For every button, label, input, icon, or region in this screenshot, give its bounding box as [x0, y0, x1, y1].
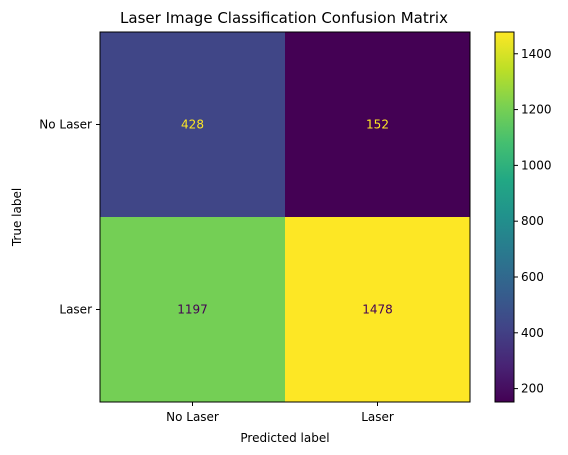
x-axis-label: Predicted label — [240, 431, 329, 445]
x-tick-label: Laser — [361, 410, 394, 424]
heatmap-cells: 428 152 1197 1478 — [100, 32, 470, 402]
heatmap-cell — [100, 217, 285, 402]
y-tick-label: Laser — [59, 303, 92, 317]
heatmap-cell — [285, 32, 470, 217]
colorbar-tick-label: 1200 — [521, 103, 552, 117]
colorbar-ticks: 200 400 600 800 1000 1200 1400 — [514, 47, 552, 396]
plot-frame — [99, 31, 471, 403]
colorbar-tick-label: 600 — [521, 270, 544, 284]
y-tick-label: No Laser — [39, 118, 92, 132]
cell-value-label: 1197 — [177, 303, 208, 317]
cell-value-label: 152 — [366, 118, 389, 132]
colorbar-tick-label: 400 — [521, 326, 544, 340]
heatmap-cell — [100, 32, 285, 217]
colorbar-tick-label: 200 — [521, 382, 544, 396]
colorbar-tick-label: 1000 — [521, 158, 552, 172]
y-axis: No Laser Laser — [39, 118, 100, 317]
heatmap-cell — [285, 217, 470, 402]
y-axis-label: True label — [10, 188, 24, 247]
cell-value-label: 1478 — [362, 303, 393, 317]
colorbar-tick-label: 800 — [521, 214, 544, 228]
colorbar-tick-label: 1400 — [521, 47, 552, 61]
chart-title: Laser Image Classification Confusion Mat… — [120, 9, 448, 27]
x-axis: No Laser Laser — [166, 402, 394, 424]
cell-value-label: 428 — [181, 118, 204, 132]
colorbar — [494, 31, 515, 403]
x-tick-label: No Laser — [166, 410, 219, 424]
